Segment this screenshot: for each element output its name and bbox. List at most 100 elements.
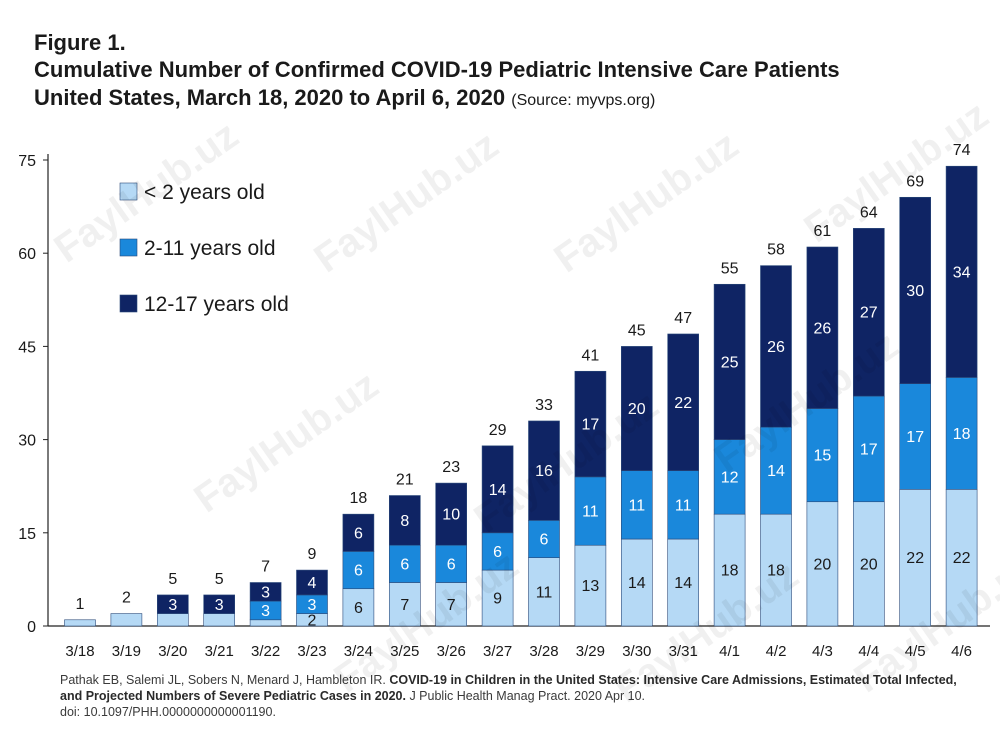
bar-value-label: 22 — [674, 395, 692, 412]
bar-value-label: 11 — [582, 504, 599, 521]
legend-swatch — [119, 294, 138, 313]
bar-value-label: 14 — [628, 575, 646, 592]
bar-segment — [157, 613, 189, 627]
bar-segment — [899, 196, 932, 384]
bar-value-label: 3 — [215, 597, 224, 614]
legend-swatch — [119, 182, 138, 201]
bar-total-label: 18 — [350, 490, 368, 507]
bar-value-label: 17 — [906, 429, 924, 446]
bar-total-label: 9 — [308, 546, 317, 563]
x-tick-label: 3/20 — [158, 643, 187, 660]
bar-total-label: 1 — [76, 596, 85, 613]
bar-segment — [760, 426, 792, 515]
bar-segment — [435, 482, 468, 546]
x-tick-label: 3/23 — [297, 643, 326, 660]
y-tick-label: 30 — [18, 433, 36, 450]
bar-total-label: 61 — [814, 223, 832, 240]
bar-segment — [713, 439, 746, 515]
bar-segment — [296, 569, 328, 596]
x-tick-label: 3/29 — [576, 643, 605, 660]
bar-segment — [574, 544, 607, 627]
bar-value-label: 4 — [308, 575, 317, 592]
bar-total-label: 7 — [261, 559, 270, 576]
bar-segment — [110, 613, 143, 627]
bar-segment — [388, 544, 421, 583]
y-tick-label: 45 — [18, 339, 36, 356]
x-tick-label: 3/22 — [251, 643, 280, 660]
chart-title-line-2-text: United States, March 18, 2020 to April 6… — [34, 85, 506, 110]
bar-value-label: 6 — [447, 556, 456, 573]
bar-segment — [899, 489, 932, 627]
bar-segment — [852, 228, 885, 397]
bar-segment — [435, 582, 468, 627]
bar-value-label: 17 — [860, 441, 878, 458]
bar-segment — [945, 377, 978, 490]
bar-segment — [388, 495, 421, 546]
chart-source: (Source: myvps.org) — [511, 92, 656, 109]
bar-total-label: 47 — [674, 310, 692, 327]
bar-total-label: 74 — [953, 142, 971, 159]
bar-segment — [806, 246, 839, 409]
bar-segment — [64, 619, 96, 627]
bar-segment — [713, 283, 746, 440]
bar-value-label: 3 — [261, 584, 270, 601]
figure-label: Figure 1. — [34, 30, 126, 55]
bar-segment — [528, 520, 560, 558]
x-tick-label: 3/27 — [483, 643, 512, 660]
chart-title-line-1: Cumulative Number of Confirmed COVID-19 … — [34, 57, 840, 82]
bar-segment — [667, 538, 700, 627]
bar-segment — [481, 569, 514, 627]
x-tick-label: 4/6 — [951, 643, 972, 660]
bar-segment — [945, 165, 978, 378]
x-tick-label: 3/21 — [205, 643, 234, 660]
bar-segment — [203, 613, 235, 627]
chart-title-line-2: United States, March 18, 2020 to April 6… — [34, 84, 840, 115]
bar-segment — [481, 532, 514, 571]
x-tick-label: 4/5 — [905, 643, 926, 660]
bar-value-label: 15 — [814, 448, 832, 465]
bar-segment — [806, 408, 839, 503]
bar-value-label: 16 — [535, 463, 553, 480]
bar-segment — [203, 594, 235, 614]
bar-total-label: 5 — [215, 571, 224, 588]
x-tick-label: 4/2 — [766, 643, 787, 660]
citation-doi: doi: 10.1097/PHH.0000000000001190. — [60, 705, 276, 719]
bar-segment — [249, 619, 282, 627]
citation-title: COVID-19 in Children in the United State… — [60, 673, 957, 703]
bar-segment — [157, 594, 189, 614]
bar-value-label: 6 — [400, 556, 409, 573]
bar-value-label: 18 — [721, 563, 739, 580]
y-tick-label: 15 — [18, 526, 36, 543]
citation-authors: Pathak EB, Salemi JL, Sobers N, Menard J… — [60, 673, 390, 687]
bar-value-label: 22 — [906, 550, 924, 567]
x-tick-label: 3/18 — [65, 643, 94, 660]
bar-total-label: 29 — [489, 422, 507, 439]
bar-segment — [528, 557, 560, 627]
bar-value-label: 3 — [308, 597, 317, 614]
bar-segment — [667, 333, 700, 471]
bar-segment — [435, 544, 468, 583]
bar-value-label: 11 — [536, 584, 553, 601]
bar-value-label: 6 — [540, 532, 549, 549]
bar-total-label: 69 — [906, 173, 924, 190]
bar-value-label: 11 — [628, 497, 645, 514]
bar-segment — [249, 582, 282, 602]
bar-segment — [620, 346, 653, 471]
bar-segment — [620, 538, 653, 627]
bar-value-label: 10 — [442, 507, 460, 524]
x-tick-label: 4/1 — [719, 643, 740, 660]
bar-segment — [713, 513, 746, 627]
bar-total-label: 55 — [721, 260, 739, 277]
bar-segment — [342, 513, 375, 552]
bar-value-label: 18 — [953, 426, 971, 443]
y-tick-label: 75 — [18, 153, 36, 170]
bar-value-label: 14 — [674, 575, 692, 592]
bar-value-label: 30 — [906, 283, 924, 300]
bar-segment — [945, 489, 978, 627]
bar-segment — [852, 501, 885, 627]
x-tick-label: 3/19 — [112, 643, 141, 660]
bar-value-label: 6 — [354, 563, 363, 580]
bar-value-label: 14 — [489, 482, 507, 499]
bar-value-label: 20 — [628, 401, 646, 418]
bar-value-label: 6 — [354, 600, 363, 617]
